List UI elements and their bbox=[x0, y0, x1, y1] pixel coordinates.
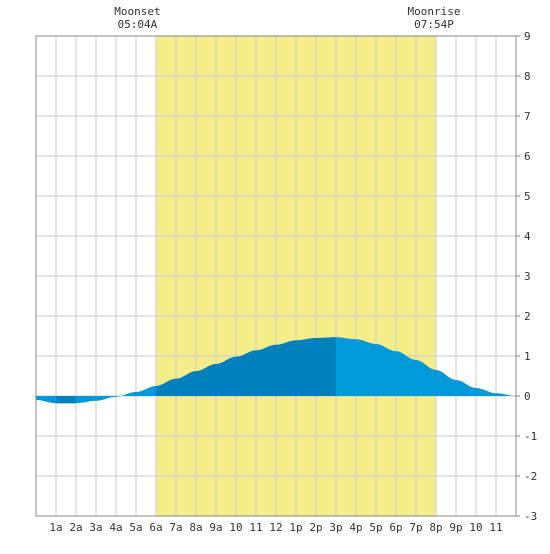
moonset-label: Moonset bbox=[114, 5, 160, 18]
x-tick-label: 5p bbox=[369, 521, 382, 534]
y-tick-label: 9 bbox=[524, 30, 531, 43]
y-tick-label: 5 bbox=[524, 190, 531, 203]
x-tick-label: 9a bbox=[209, 521, 222, 534]
y-tick-label: 6 bbox=[524, 150, 531, 163]
moonset-time: 05:04A bbox=[118, 18, 158, 31]
x-tick-label: 10 bbox=[469, 521, 482, 534]
y-tick-label: -3 bbox=[524, 510, 537, 523]
x-tick-label: 7a bbox=[169, 521, 182, 534]
y-tick-label: 1 bbox=[524, 350, 531, 363]
x-tick-label: 8a bbox=[189, 521, 202, 534]
y-tick-label: -1 bbox=[524, 430, 537, 443]
y-tick-label: -2 bbox=[524, 470, 537, 483]
moonrise-label: Moonrise bbox=[408, 5, 461, 18]
x-tick-label: 3a bbox=[89, 521, 102, 534]
x-tick-label: 1a bbox=[49, 521, 62, 534]
y-tick-label: 7 bbox=[524, 110, 531, 123]
y-tick-label: 2 bbox=[524, 310, 531, 323]
tide-area-dark-segment bbox=[156, 337, 336, 396]
x-tick-label: 8p bbox=[429, 521, 442, 534]
x-tick-label: 6p bbox=[389, 521, 402, 534]
x-tick-label: 11 bbox=[489, 521, 502, 534]
tide-area-dark-segment bbox=[56, 396, 76, 404]
x-tick-label: 6a bbox=[149, 521, 162, 534]
x-tick-label: 1p bbox=[289, 521, 302, 534]
x-tick-label: 4p bbox=[349, 521, 362, 534]
x-tick-label: 11 bbox=[249, 521, 262, 534]
x-tick-label: 7p bbox=[409, 521, 422, 534]
y-tick-label: 3 bbox=[524, 270, 531, 283]
y-tick-label: 0 bbox=[524, 390, 531, 403]
y-tick-label: 8 bbox=[524, 70, 531, 83]
moonrise-time: 07:54P bbox=[414, 18, 454, 31]
x-tick-label: 12 bbox=[269, 521, 282, 534]
x-tick-label: 2p bbox=[309, 521, 322, 534]
y-tick-label: 4 bbox=[524, 230, 531, 243]
x-tick-label: 9p bbox=[449, 521, 462, 534]
x-tick-label: 3p bbox=[329, 521, 342, 534]
x-tick-label: 10 bbox=[229, 521, 242, 534]
x-tick-label: 4a bbox=[109, 521, 122, 534]
x-tick-label: 5a bbox=[129, 521, 142, 534]
x-tick-label: 2a bbox=[69, 521, 82, 534]
